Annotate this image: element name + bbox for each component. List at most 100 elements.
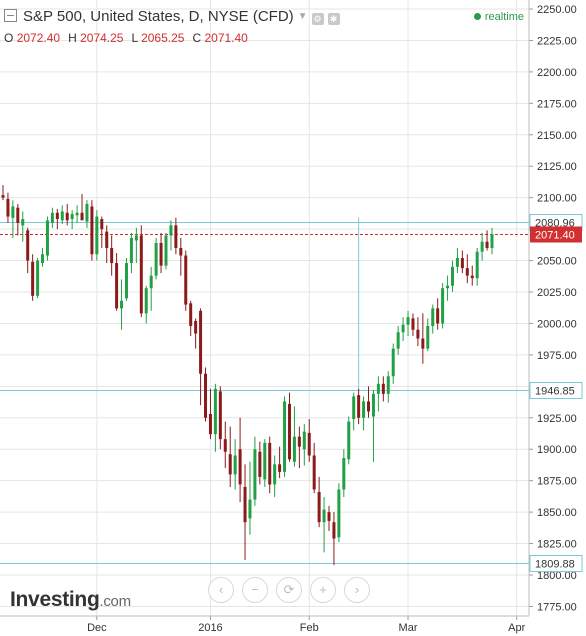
candle-body bbox=[446, 285, 450, 289]
zoom-in-button[interactable]: + bbox=[310, 577, 336, 603]
zoom-out-button[interactable]: − bbox=[242, 577, 268, 603]
candle bbox=[258, 441, 262, 485]
ohlc-readout: O 2072.40 H 2074.25 L 2065.25 C 2071.40 bbox=[4, 31, 256, 45]
investing-logo[interactable]: Investing.com bbox=[10, 588, 131, 612]
candle-body bbox=[199, 310, 203, 374]
candle-body bbox=[455, 258, 459, 267]
candle bbox=[204, 367, 208, 422]
candle-body bbox=[238, 449, 242, 485]
candle bbox=[169, 220, 173, 251]
candle bbox=[85, 200, 89, 228]
candle bbox=[36, 258, 40, 299]
candle bbox=[110, 235, 114, 276]
candle bbox=[450, 260, 454, 292]
candle-body bbox=[105, 231, 109, 248]
candle-body bbox=[204, 373, 208, 418]
candle bbox=[312, 442, 316, 494]
candle-body bbox=[65, 212, 69, 221]
candle-body bbox=[60, 211, 64, 221]
candle-body bbox=[352, 396, 356, 420]
logo-domain: .com bbox=[99, 593, 131, 610]
candle-body bbox=[144, 288, 148, 314]
candle bbox=[253, 436, 257, 506]
candle bbox=[21, 211, 25, 242]
candle-body bbox=[396, 332, 400, 349]
candle bbox=[268, 436, 272, 494]
settings-icon[interactable]: ⚙ bbox=[311, 13, 324, 25]
scroll-left-button[interactable]: ‹ bbox=[208, 577, 234, 603]
ohlc-low-label: L bbox=[131, 31, 138, 45]
candle-body bbox=[287, 403, 291, 460]
reset-button[interactable]: ⟳ bbox=[276, 577, 302, 603]
ohlc-high-value: 2074.25 bbox=[80, 31, 124, 45]
candle-body bbox=[50, 212, 54, 223]
price-tick-label: 1825.00 bbox=[537, 539, 577, 551]
candle bbox=[60, 205, 64, 225]
candle-body bbox=[371, 393, 375, 417]
candle-body bbox=[45, 220, 49, 256]
candle bbox=[65, 203, 69, 226]
candle bbox=[243, 464, 247, 560]
candle bbox=[307, 419, 311, 462]
candle-body bbox=[11, 206, 15, 218]
candle-body bbox=[85, 203, 89, 222]
candle-body bbox=[416, 329, 420, 339]
price-tick-label: 1975.00 bbox=[537, 350, 577, 362]
candle-body bbox=[307, 432, 311, 456]
price-tick-label: 2125.00 bbox=[537, 161, 577, 173]
candle bbox=[50, 207, 54, 228]
candle-body bbox=[297, 436, 301, 447]
price-tick-label: 1925.00 bbox=[537, 413, 577, 425]
candle bbox=[446, 275, 450, 301]
candle bbox=[45, 216, 49, 261]
price-tick-label: 1850.00 bbox=[537, 507, 577, 519]
candle bbox=[480, 232, 484, 261]
candle bbox=[199, 308, 203, 406]
candle bbox=[184, 250, 188, 311]
candle-body bbox=[322, 509, 326, 523]
ohlc-low-value: 2065.25 bbox=[141, 31, 185, 45]
candle-body bbox=[490, 234, 494, 248]
price-level-label: 1946.85 bbox=[535, 386, 575, 398]
ohlc-high-label: H bbox=[68, 31, 77, 45]
candle-body bbox=[312, 455, 316, 490]
candle bbox=[322, 497, 326, 553]
candle bbox=[11, 200, 15, 238]
candle-body bbox=[406, 317, 410, 325]
realtime-indicator: realtime bbox=[473, 11, 524, 23]
price-tick-label: 2050.00 bbox=[537, 256, 577, 268]
candle-body bbox=[381, 383, 385, 394]
ohlc-close-label: C bbox=[192, 31, 202, 45]
candle bbox=[411, 313, 415, 337]
candle-body bbox=[164, 235, 168, 266]
candle-body bbox=[21, 219, 25, 226]
candle-body bbox=[36, 260, 40, 296]
candle-body bbox=[273, 464, 277, 485]
candle-body bbox=[302, 431, 306, 450]
candle-body bbox=[208, 414, 212, 435]
collapse-icon[interactable] bbox=[4, 9, 17, 22]
candle-body bbox=[124, 263, 128, 299]
candle bbox=[139, 225, 143, 318]
gear-icon[interactable]: ✱ bbox=[327, 13, 340, 25]
candle bbox=[470, 265, 474, 286]
candle bbox=[465, 254, 469, 284]
candle bbox=[426, 318, 430, 352]
candle bbox=[416, 317, 420, 347]
candle bbox=[436, 298, 440, 330]
ohlc-open-label: O bbox=[4, 31, 14, 45]
candle bbox=[317, 476, 321, 528]
candle-body bbox=[485, 241, 489, 248]
chevron-down-icon[interactable]: ▼ bbox=[297, 11, 308, 22]
candle-body bbox=[347, 421, 351, 460]
candle-body bbox=[189, 303, 193, 326]
candle bbox=[194, 318, 198, 349]
candle bbox=[396, 325, 400, 355]
scroll-right-button[interactable]: › bbox=[344, 577, 370, 603]
candle bbox=[233, 439, 237, 490]
candle bbox=[455, 247, 459, 274]
price-tick-label: 2000.00 bbox=[537, 318, 577, 330]
candle bbox=[26, 227, 30, 274]
candle bbox=[6, 192, 10, 223]
